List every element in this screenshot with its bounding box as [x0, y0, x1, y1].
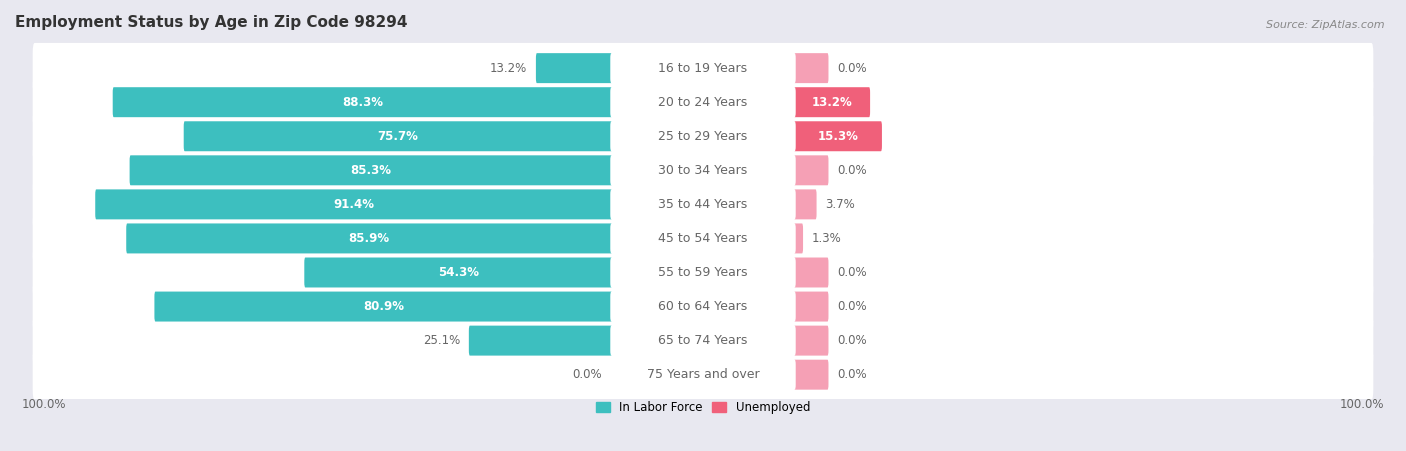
FancyBboxPatch shape: [794, 189, 817, 219]
Text: 100.0%: 100.0%: [1340, 398, 1385, 411]
FancyBboxPatch shape: [32, 315, 1374, 366]
Text: 80.9%: 80.9%: [363, 300, 404, 313]
FancyBboxPatch shape: [32, 145, 1374, 196]
FancyBboxPatch shape: [32, 281, 1374, 332]
FancyBboxPatch shape: [794, 326, 828, 355]
Text: 30 to 34 Years: 30 to 34 Years: [658, 164, 748, 177]
FancyBboxPatch shape: [610, 155, 796, 185]
FancyBboxPatch shape: [794, 53, 828, 83]
Text: 100.0%: 100.0%: [21, 398, 66, 411]
Text: 13.2%: 13.2%: [489, 62, 527, 74]
Text: 0.0%: 0.0%: [838, 300, 868, 313]
FancyBboxPatch shape: [127, 223, 612, 253]
FancyBboxPatch shape: [304, 258, 612, 287]
FancyBboxPatch shape: [794, 291, 828, 322]
FancyBboxPatch shape: [610, 223, 796, 253]
Text: 54.3%: 54.3%: [437, 266, 479, 279]
FancyBboxPatch shape: [794, 121, 882, 151]
Text: 75.7%: 75.7%: [378, 130, 419, 143]
FancyBboxPatch shape: [32, 179, 1374, 230]
Text: 15.3%: 15.3%: [817, 130, 858, 143]
FancyBboxPatch shape: [610, 326, 796, 355]
Text: 20 to 24 Years: 20 to 24 Years: [658, 96, 748, 109]
FancyBboxPatch shape: [112, 87, 612, 117]
Text: 88.3%: 88.3%: [342, 96, 382, 109]
Text: 65 to 74 Years: 65 to 74 Years: [658, 334, 748, 347]
Text: 45 to 54 Years: 45 to 54 Years: [658, 232, 748, 245]
FancyBboxPatch shape: [794, 87, 870, 117]
FancyBboxPatch shape: [794, 155, 828, 185]
Text: 0.0%: 0.0%: [572, 368, 602, 381]
FancyBboxPatch shape: [32, 77, 1374, 127]
FancyBboxPatch shape: [794, 223, 803, 253]
FancyBboxPatch shape: [32, 213, 1374, 264]
FancyBboxPatch shape: [610, 121, 796, 151]
Text: 60 to 64 Years: 60 to 64 Years: [658, 300, 748, 313]
Text: Employment Status by Age in Zip Code 98294: Employment Status by Age in Zip Code 982…: [15, 15, 408, 30]
FancyBboxPatch shape: [32, 350, 1374, 400]
FancyBboxPatch shape: [536, 53, 612, 83]
Text: 91.4%: 91.4%: [333, 198, 374, 211]
Text: 35 to 44 Years: 35 to 44 Years: [658, 198, 748, 211]
FancyBboxPatch shape: [96, 189, 612, 219]
FancyBboxPatch shape: [610, 189, 796, 219]
Text: 85.3%: 85.3%: [350, 164, 391, 177]
Text: 75 Years and over: 75 Years and over: [647, 368, 759, 381]
Text: 1.3%: 1.3%: [811, 232, 842, 245]
FancyBboxPatch shape: [32, 247, 1374, 298]
FancyBboxPatch shape: [794, 258, 828, 287]
FancyBboxPatch shape: [32, 111, 1374, 161]
Text: Source: ZipAtlas.com: Source: ZipAtlas.com: [1267, 20, 1385, 30]
FancyBboxPatch shape: [610, 53, 796, 83]
FancyBboxPatch shape: [468, 326, 612, 355]
Text: 0.0%: 0.0%: [838, 62, 868, 74]
Text: 3.7%: 3.7%: [825, 198, 855, 211]
FancyBboxPatch shape: [129, 155, 612, 185]
Text: 0.0%: 0.0%: [838, 164, 868, 177]
FancyBboxPatch shape: [155, 291, 612, 322]
FancyBboxPatch shape: [610, 360, 796, 390]
Text: 55 to 59 Years: 55 to 59 Years: [658, 266, 748, 279]
Text: 13.2%: 13.2%: [811, 96, 852, 109]
Text: 0.0%: 0.0%: [838, 368, 868, 381]
Text: 16 to 19 Years: 16 to 19 Years: [658, 62, 748, 74]
FancyBboxPatch shape: [794, 360, 828, 390]
FancyBboxPatch shape: [610, 291, 796, 322]
FancyBboxPatch shape: [32, 43, 1374, 93]
Text: 0.0%: 0.0%: [838, 266, 868, 279]
Text: 25.1%: 25.1%: [423, 334, 460, 347]
FancyBboxPatch shape: [610, 258, 796, 287]
Text: 25 to 29 Years: 25 to 29 Years: [658, 130, 748, 143]
Text: 0.0%: 0.0%: [838, 334, 868, 347]
FancyBboxPatch shape: [610, 87, 796, 117]
FancyBboxPatch shape: [184, 121, 612, 151]
Text: 85.9%: 85.9%: [349, 232, 389, 245]
Legend: In Labor Force, Unemployed: In Labor Force, Unemployed: [596, 401, 810, 414]
